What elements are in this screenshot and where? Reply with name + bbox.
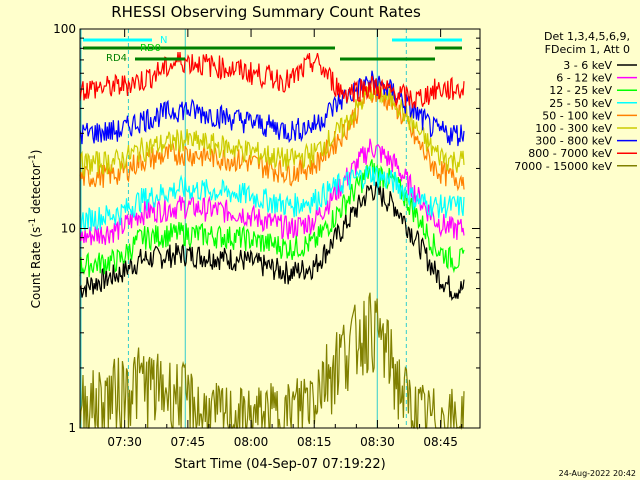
legend-label: 6 - 12 keV [556, 72, 612, 85]
x-tick-label: 08:15 [297, 435, 332, 449]
y-tick-label: 100 [53, 22, 76, 36]
y-tick-label: 10 [61, 222, 76, 236]
y-axis-label-tail: detector [29, 163, 43, 218]
series-line [79, 159, 465, 278]
x-tick-label: 08:45 [423, 435, 458, 449]
y-axis-label: Count Rate (s-1 detector-1) [28, 150, 43, 309]
legend-label: 7000 - 15000 keV [514, 160, 612, 173]
series-line [79, 138, 465, 246]
legend-header-detectors: Det 1,3,4,5,6,9, [544, 30, 630, 43]
x-tick-label: 08:30 [360, 435, 395, 449]
legend-label: 300 - 800 keV [535, 135, 612, 148]
legend-header-decimation: FDecim 1, Att 0 [545, 43, 630, 56]
x-tick-label: 07:30 [107, 435, 142, 449]
series-line [79, 51, 465, 109]
legend-label: 800 - 7000 keV [528, 147, 612, 160]
flag-label-rd0: RD0 [140, 43, 161, 54]
x-tick-label: 08:00 [234, 435, 269, 449]
series-line [79, 292, 465, 431]
y-axis-label-main: Count Rate (s [29, 227, 43, 309]
legend-label: 25 - 50 keV [549, 97, 612, 110]
y-axis-label-exp: -1 [28, 218, 38, 227]
flag-label-n: N [160, 35, 167, 46]
y-axis-label-exp2: -1 [28, 154, 38, 163]
x-tick-label: 07:45 [171, 435, 206, 449]
legend-label: 3 - 6 keV [563, 59, 612, 72]
legend-label: 50 - 100 keV [542, 109, 612, 122]
series-line [79, 181, 465, 302]
series-line [79, 165, 465, 233]
timestamp: 24-Aug-2022 20:42 [559, 469, 636, 478]
legend: Det 1,3,4,5,6,9, FDecim 1, Att 0 3 - 6 k… [514, 30, 637, 173]
y-axis: 1 10 100 [53, 22, 480, 435]
plot-area [79, 29, 465, 431]
y-tick-label: 1 [68, 421, 76, 435]
legend-label: 12 - 25 keV [549, 84, 612, 97]
series-line [79, 79, 465, 177]
legend-label: 100 - 300 keV [535, 122, 612, 135]
x-axis: 07:30 07:45 08:00 08:15 08:30 08:45 [107, 29, 463, 449]
flag-label-rd4: RD4 [106, 53, 127, 64]
y-axis-label-close: ) [29, 150, 43, 155]
x-axis-label: Start Time (04-Sep-07 07:19:22) [174, 457, 385, 472]
chart-title: RHESSI Observing Summary Count Rates [111, 3, 421, 21]
